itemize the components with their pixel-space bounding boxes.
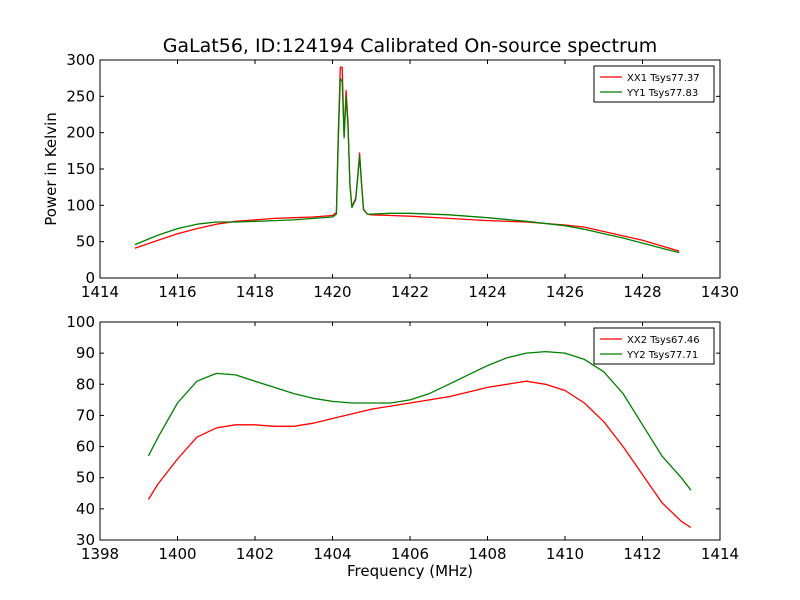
x-tick-label: 1408 <box>468 545 506 563</box>
y-tick-label: 200 <box>66 124 95 142</box>
legend-entry: YY2 Tsys77.71 <box>626 350 698 361</box>
x-tick-label: 1414 <box>81 283 119 301</box>
figure-title: GaLat56, ID:124194 Calibrated On-source … <box>163 35 658 57</box>
x-tick-label: 1410 <box>546 545 584 563</box>
y-tick-label: 40 <box>76 500 95 518</box>
y-tick-label: 30 <box>76 531 95 549</box>
y-tick-label: 60 <box>76 438 95 456</box>
y-tick-label: 300 <box>66 51 95 69</box>
series-line-yy1 <box>134 77 680 254</box>
x-tick-label: 1414 <box>701 545 739 563</box>
y-tick-label: 100 <box>66 196 95 214</box>
y-tick-label: 250 <box>66 87 95 105</box>
x-tick-label: 1398 <box>81 545 119 563</box>
y-tick-label: 0 <box>85 269 95 287</box>
y-tick-label: 50 <box>76 469 95 487</box>
y-tick-label: 80 <box>76 375 95 393</box>
x-tick-label: 1404 <box>313 545 351 563</box>
legend: XX1 Tsys77.37 YY1 Tsys77.83 <box>593 65 715 103</box>
x-tick-label: 1416 <box>158 283 196 301</box>
legend-entry: YY1 Tsys77.83 <box>626 88 698 99</box>
x-tick-label: 1400 <box>158 545 196 563</box>
y-tick-label: 100 <box>66 313 95 331</box>
x-tick-label: 1412 <box>623 545 661 563</box>
legend-entry: XX1 Tsys77.37 <box>627 73 700 84</box>
x-axis-label: Frequency (MHz) <box>347 562 473 580</box>
series-line-yy2 <box>147 350 692 491</box>
x-tick-label: 1420 <box>313 283 351 301</box>
series-line-xx2 <box>147 380 692 529</box>
x-tick-label: 1422 <box>391 283 429 301</box>
y-tick-label: 70 <box>76 406 95 424</box>
x-tick-label: 1418 <box>236 283 274 301</box>
chart-panel-2: 1398 1400 1402 1404 1406 1408 1410 1412 1414 30 40… <box>66 313 739 580</box>
y-tick-label: 150 <box>66 160 95 178</box>
legend: XX2 Tsys67.46 YY2 Tsys77.71 <box>593 327 715 365</box>
legend-box <box>593 65 715 103</box>
chart-panel-1: 1414 1416 1418 1420 1422 1424 1426 1428 1430 0 50 1… <box>42 51 739 301</box>
y-tick-label: 50 <box>76 233 95 251</box>
legend-entry: XX2 Tsys67.46 <box>627 335 700 346</box>
x-tick-label: 1402 <box>236 545 274 563</box>
x-tick-label: 1424 <box>468 283 506 301</box>
x-tick-label: 1428 <box>623 283 661 301</box>
x-tick-label: 1426 <box>546 283 584 301</box>
legend-box <box>593 327 715 365</box>
x-tick-label: 1406 <box>391 545 429 563</box>
y-tick-label: 90 <box>76 344 95 362</box>
x-tick-label: 1430 <box>701 283 739 301</box>
y-axis-label: Power in Kelvin <box>42 112 60 226</box>
